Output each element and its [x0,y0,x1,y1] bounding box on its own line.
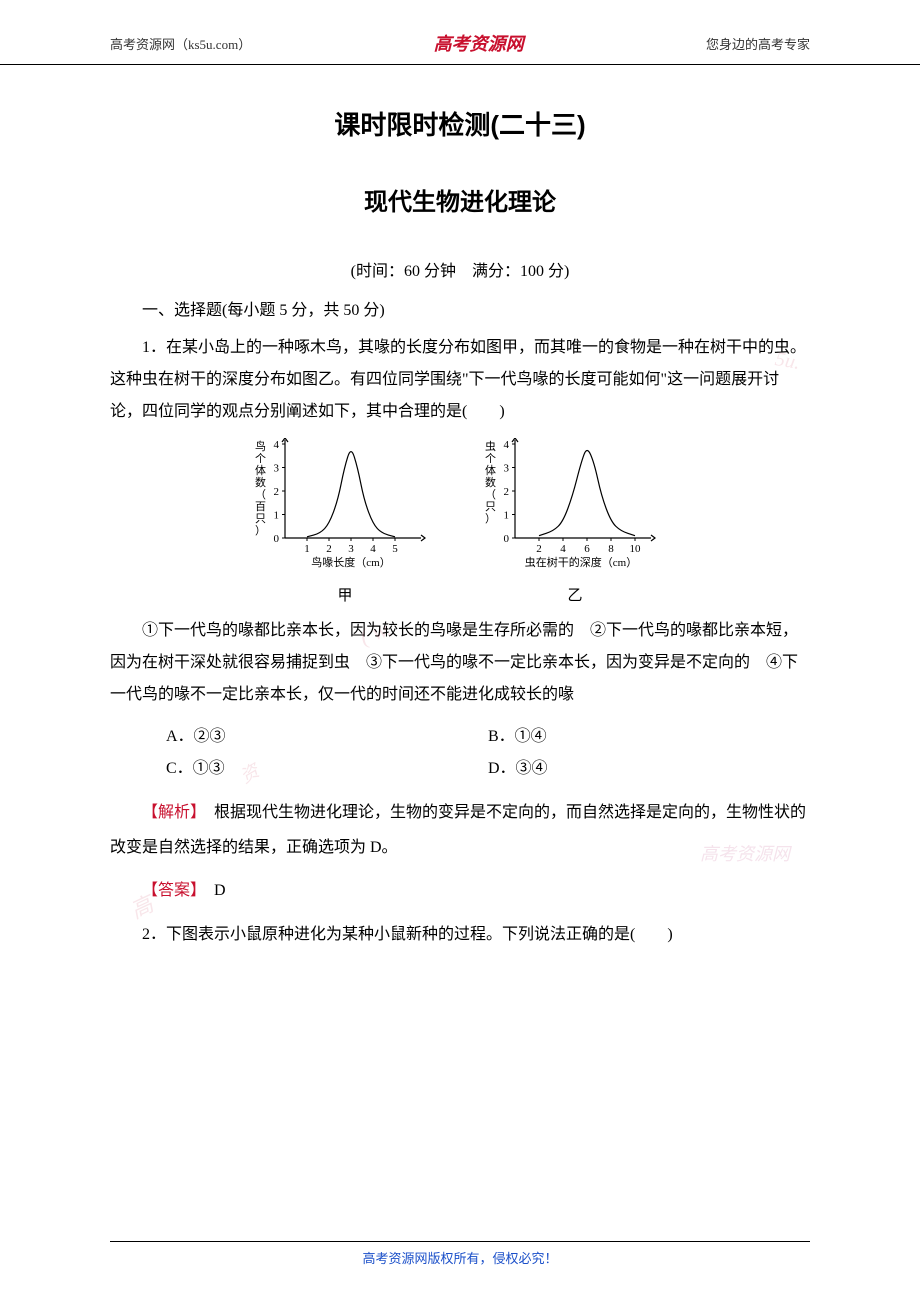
q1-explain: 【解析】 根据现代生物进化理论，生物的变异是不定向的，而自然选择是定向的，生物性… [110,795,810,865]
chart2-container: 24681001234虫个体数（只）虫在树干的深度（cm） 乙 [475,438,675,605]
svg-text:3: 3 [348,543,354,555]
answer-label: 【答案】 [142,882,198,899]
chart2-svg: 24681001234虫个体数（只）虫在树干的深度（cm） [475,438,675,578]
chart1-svg: 1234501234鸟个体数（百只）鸟喙长度（cm） [245,438,445,578]
title-meta: (时间：60 分钟 满分：100 分) [110,257,810,281]
q1-statements: ①下一代鸟的喙都比亲本长，因为较长的鸟喙是生存所必需的 ②下一代鸟的喙都比亲本短… [110,615,810,711]
svg-text:（: （ [255,488,266,501]
title-main: 课时限时检测(二十三) [110,105,810,142]
option-d: D．③④ [488,753,810,785]
svg-text:鸟: 鸟 [255,439,266,453]
svg-text:体: 体 [255,463,266,477]
svg-text:）: ） [255,524,266,537]
chart1-caption: 甲 [337,584,352,605]
svg-text:8: 8 [608,543,614,555]
option-b: B．①④ [488,721,810,753]
q2-text: 2．下图表示小鼠原种进化为某种小鼠新种的过程。下列说法正确的是( ) [110,919,810,951]
svg-text:4: 4 [370,543,376,555]
svg-text:鸟喙长度（cm）: 鸟喙长度（cm） [311,555,390,569]
option-c: C．①③ [166,753,488,785]
svg-text:体: 体 [485,463,496,477]
svg-text:0: 0 [504,533,510,545]
header-brand: 高考资源网 [434,30,524,56]
q1-options: A．②③ B．①④ C．①③ D．③④ [110,721,810,785]
q1-text: 1．在某小岛上的一种啄木鸟，其喙的长度分布如图甲，而其唯一的食物是一种在树干中的… [110,332,810,428]
svg-text:1: 1 [504,510,510,522]
svg-text:3: 3 [274,463,280,475]
title-sub: 现代生物进化理论 [110,182,810,217]
svg-text:（: （ [485,488,496,501]
header-left: 高考资源网（ks5u.com） [110,34,251,53]
answer-body: D [198,882,226,899]
chart1-container: 1234501234鸟个体数（百只）鸟喙长度（cm） 甲 [245,438,445,605]
svg-text:只: 只 [485,501,496,513]
svg-text:4: 4 [560,543,566,555]
svg-text:5: 5 [392,543,398,555]
svg-text:2: 2 [504,486,510,498]
svg-text:2: 2 [536,543,542,555]
svg-text:个: 个 [485,452,496,465]
option-a: A．②③ [166,721,488,753]
svg-text:0: 0 [274,533,280,545]
page-header: 高考资源网（ks5u.com） 高考资源网 您身边的高考专家 [0,0,920,65]
svg-text:4: 4 [504,439,510,451]
charts-row: 1234501234鸟个体数（百只）鸟喙长度（cm） 甲 24681001234… [110,438,810,605]
svg-text:数: 数 [255,476,266,489]
svg-text:2: 2 [274,486,280,498]
svg-text:）: ） [485,512,496,525]
page-footer: 高考资源网版权所有，侵权必究！ [110,1241,810,1267]
svg-text:只: 只 [255,513,266,525]
chart2-caption: 乙 [567,584,582,605]
svg-text:6: 6 [584,543,590,555]
svg-text:虫在树干的深度（cm）: 虫在树干的深度（cm） [525,555,637,569]
section-heading: 一、选择题(每小题 5 分，共 50 分) [110,296,810,320]
svg-text:个: 个 [255,452,266,465]
explain-body: 根据现代生物进化理论，生物的变异是不定向的，而自然选择是定向的，生物性状的改变是… [110,804,806,856]
header-right: 您身边的高考专家 [706,34,810,53]
svg-text:虫: 虫 [485,440,496,453]
explain-label: 【解析】 [142,804,198,821]
svg-text:1: 1 [274,510,280,522]
svg-text:1: 1 [304,543,310,555]
svg-text:百: 百 [255,501,266,513]
svg-text:4: 4 [274,439,280,451]
svg-text:10: 10 [630,543,642,555]
svg-text:3: 3 [504,463,510,475]
content-area: 课时限时检测(二十三) 现代生物进化理论 (时间：60 分钟 满分：100 分)… [0,105,920,951]
q1-answer: 【答案】 D [110,875,810,907]
svg-text:数: 数 [485,476,496,489]
svg-text:2: 2 [326,543,332,555]
